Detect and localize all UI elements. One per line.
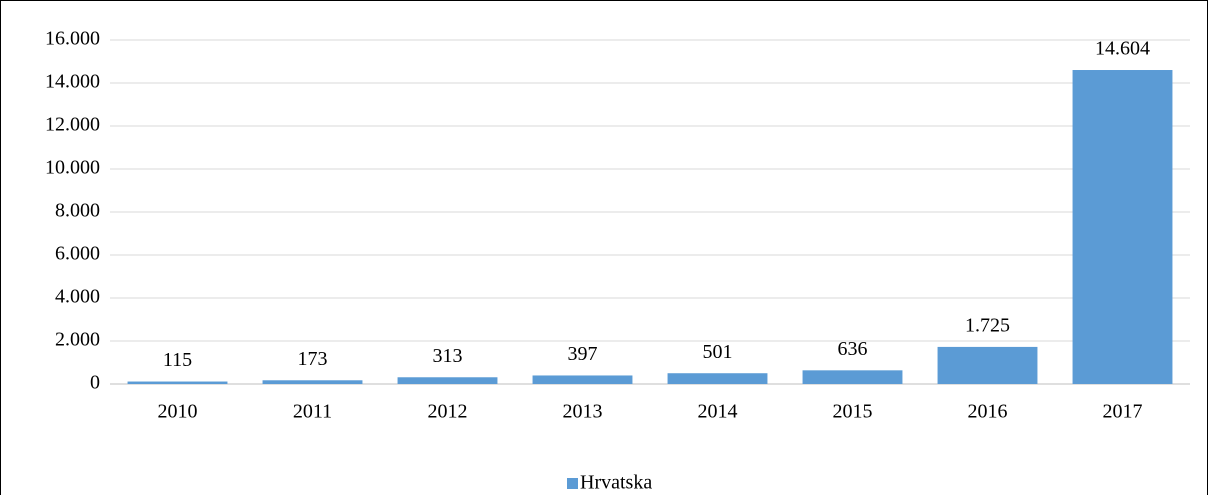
x-tick-label: 2012: [428, 401, 468, 423]
bar: [1072, 70, 1173, 384]
bar: [262, 380, 363, 384]
y-tick-label: 14.000: [45, 71, 100, 93]
bar: [937, 346, 1038, 384]
legend-label: Hrvatska: [580, 472, 652, 494]
x-tick-label: 2014: [698, 401, 738, 423]
legend-swatch: [567, 478, 578, 489]
y-tick-label: 12.000: [45, 114, 100, 136]
y-tick-label: 8.000: [55, 200, 100, 222]
data-label: 636: [838, 338, 868, 360]
y-tick-label: 16.000: [45, 28, 100, 50]
data-label: 501: [703, 341, 733, 363]
data-label: 397: [568, 343, 598, 365]
data-label: 313: [433, 345, 463, 367]
x-tick-label: 2017: [1103, 401, 1143, 423]
bar: [532, 375, 633, 384]
data-label: 115: [163, 349, 192, 371]
bar: [802, 370, 903, 384]
bar: [667, 373, 768, 384]
x-tick-label: 2010: [158, 401, 198, 423]
y-tick-label: 2.000: [55, 329, 100, 351]
y-tick-label: 0: [90, 372, 100, 394]
x-tick-label: 2011: [293, 401, 332, 423]
x-tick-label: 2016: [968, 401, 1008, 423]
x-tick-label: 2015: [833, 401, 873, 423]
x-tick-label: 2013: [563, 401, 603, 423]
data-label: 14.604: [1095, 38, 1150, 60]
data-label: 1.725: [965, 315, 1010, 337]
y-tick-label: 10.000: [45, 157, 100, 179]
bar: [397, 377, 498, 384]
y-tick-label: 6.000: [55, 243, 100, 265]
y-tick-label: 4.000: [55, 286, 100, 308]
bar: [127, 381, 228, 384]
data-label: 173: [298, 348, 328, 370]
